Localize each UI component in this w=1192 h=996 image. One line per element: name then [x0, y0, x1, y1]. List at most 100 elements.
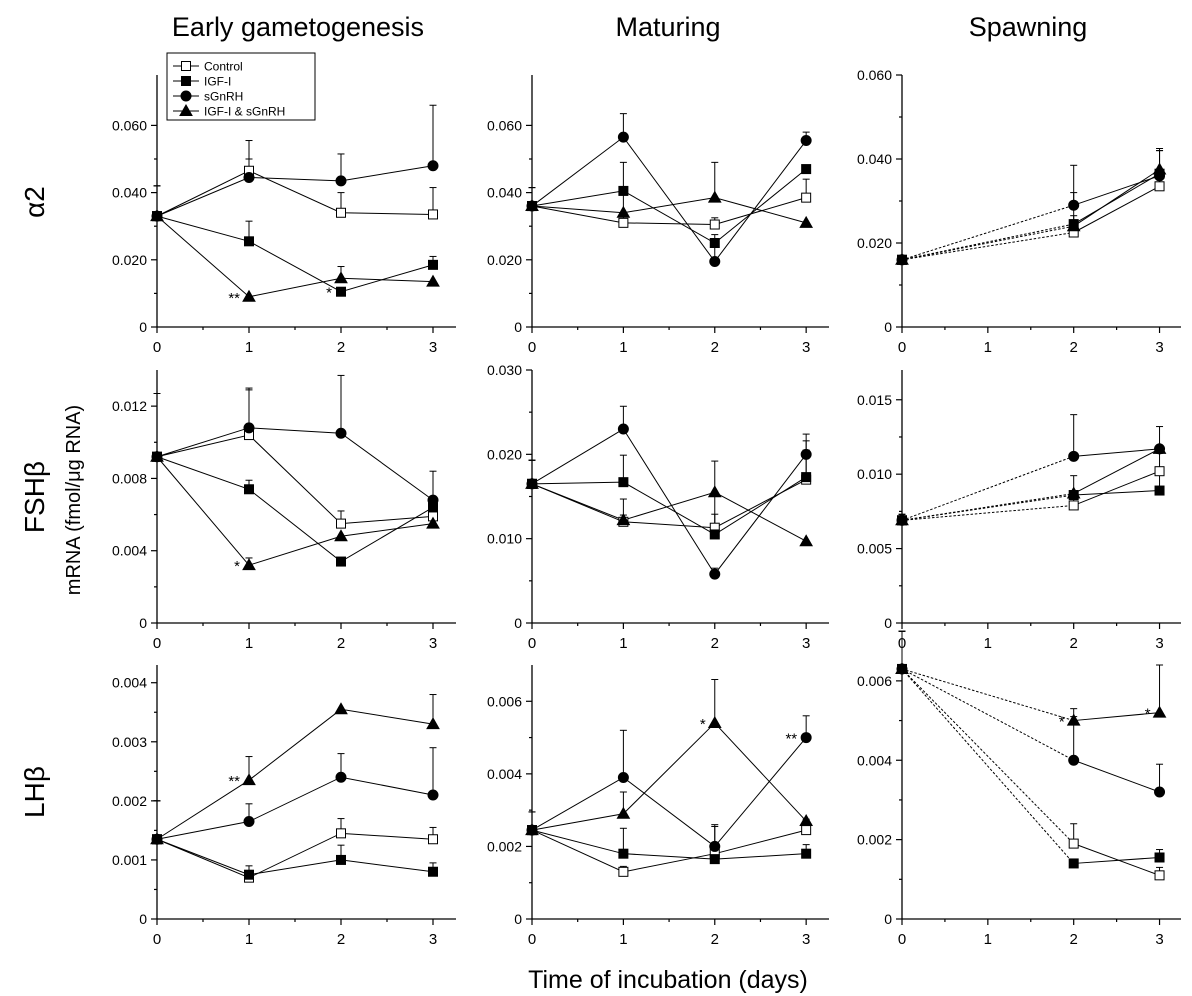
marker-igf-i-sgnrh	[616, 513, 631, 526]
series-line-control	[531, 479, 807, 529]
column-title-maturing: Maturing	[615, 12, 720, 42]
marker-igf-i	[801, 472, 812, 483]
marker-sgnrh	[335, 427, 347, 439]
marker-control	[428, 209, 438, 220]
marker-igf-i-sgnrh	[426, 516, 440, 529]
marker-sgnrh	[709, 568, 721, 580]
marker-igf-i-sgnrh	[1066, 713, 1081, 726]
y-tick-label: 0.006	[857, 673, 892, 689]
series-line-igf-i	[901, 494, 1074, 521]
x-tick-label: 1	[245, 635, 253, 652]
x-tick-label: 3	[1155, 931, 1163, 948]
y-tick-label: 0.040	[112, 185, 147, 201]
series-line-igf-i-sgnrh	[531, 722, 807, 831]
y-tick-label: 0.008	[112, 470, 147, 486]
x-tick-label: 3	[1155, 635, 1163, 652]
y-tick-label: 0.004	[112, 543, 147, 559]
marker-igf-i-sgnrh	[616, 205, 631, 218]
column-title-spawning: Spawning	[969, 12, 1088, 42]
y-tick-label: 0.030	[487, 362, 522, 378]
y-tick-label: 0	[139, 319, 147, 335]
marker-control	[1154, 870, 1165, 881]
marker-sgnrh	[1068, 450, 1080, 462]
x-tick-label: 3	[429, 635, 437, 652]
significance-mark: *	[234, 558, 240, 575]
x-tick-label: 3	[802, 339, 810, 356]
series-line-sgnrh	[531, 136, 807, 263]
legend-marker-igf-i	[181, 76, 191, 86]
y-tick-label: 0.004	[857, 752, 892, 768]
marker-control	[801, 192, 812, 203]
series-line-control	[531, 829, 807, 873]
x-tick-label: 2	[1070, 635, 1078, 652]
marker-sgnrh	[896, 663, 908, 675]
series-line-sgnrh	[156, 165, 434, 217]
series-line-igf-i-sgnrh	[1073, 712, 1160, 722]
significance-mark: **	[785, 731, 797, 748]
y-tick-label: 0.002	[112, 793, 147, 809]
x-tick-label: 2	[337, 339, 345, 356]
legend-box	[166, 52, 316, 121]
marker-sgnrh	[1154, 786, 1166, 798]
x-tick-label: 1	[619, 635, 627, 652]
y-tick-label: 0.060	[487, 117, 522, 133]
marker-sgnrh	[427, 789, 439, 801]
x-tick-label: 0	[528, 635, 536, 652]
y-tick-label: 0.006	[487, 693, 522, 709]
row-label-fshb: FSHβ	[19, 461, 50, 533]
marker-igf-i	[618, 848, 629, 859]
series-line-control	[156, 434, 434, 525]
y-tick-label: 0.020	[487, 446, 522, 462]
y-tick-label: 0	[884, 319, 892, 335]
legend-marker-igf-i-sgnrh	[179, 103, 193, 116]
y-tick-label: 0.060	[112, 117, 147, 133]
marker-igf-i	[428, 866, 438, 877]
series-line-sgnrh	[531, 428, 807, 575]
series-line-control	[901, 668, 1075, 844]
marker-igf-i-sgnrh	[707, 190, 722, 203]
column-title-early: Early gametogenesis	[172, 12, 424, 42]
marker-igf-i	[336, 854, 346, 865]
significance-mark: **	[228, 290, 240, 307]
series-line-igf-i	[531, 168, 807, 244]
series-line-sgnrh	[1073, 175, 1160, 206]
series-line-igf-i	[1073, 856, 1160, 864]
marker-igf-i-sgnrh	[242, 289, 256, 302]
x-tick-label: 1	[245, 339, 253, 356]
x-tick-label: 0	[898, 931, 906, 948]
marker-sgnrh	[1154, 170, 1166, 182]
marker-igf-i-sgnrh	[1152, 705, 1167, 718]
x-tick-label: 2	[711, 931, 719, 948]
y-tick-label: 0	[884, 615, 892, 631]
x-tick-label: 1	[984, 931, 992, 948]
marker-control	[709, 219, 720, 230]
series-line-control	[531, 197, 807, 226]
panel-lh-early-gametogenesis: 0 0.001 0.002 0.003 0.004 0 1 2 3 **	[112, 665, 456, 948]
marker-sgnrh	[800, 135, 812, 147]
series-line-sgnrh	[901, 668, 1074, 761]
series-line-igf-i-sgnrh	[156, 708, 434, 840]
series-line-control	[1073, 470, 1160, 506]
marker-sgnrh	[427, 160, 439, 172]
series-line-control	[901, 504, 1074, 521]
marker-sgnrh	[709, 255, 721, 267]
panel-fsh-early-gametogenesis: 0 0.004 0.008 0.012 0 1 2 3 *	[112, 370, 456, 652]
marker-igf-i	[709, 238, 720, 248]
marker-sgnrh	[151, 833, 163, 845]
x-tick-label: 3	[802, 635, 810, 652]
marker-igf-i-sgnrh	[799, 534, 814, 547]
marker-sgnrh	[243, 816, 255, 828]
y-tick-label: 0.003	[112, 734, 147, 750]
x-tick-label: 0	[528, 339, 536, 356]
marker-igf-i	[244, 236, 254, 247]
series-line-sgnrh	[156, 427, 434, 501]
marker-igf-i	[801, 848, 812, 859]
legend-item-sgnrh: sGnRH	[173, 90, 243, 104]
marker-igf-i-sgnrh	[242, 558, 256, 571]
marker-igf-i-sgnrh	[616, 806, 631, 819]
x-tick-label: 2	[1070, 339, 1078, 356]
y-axis-label: mRNA (fmol/μg RNA)	[63, 405, 85, 595]
